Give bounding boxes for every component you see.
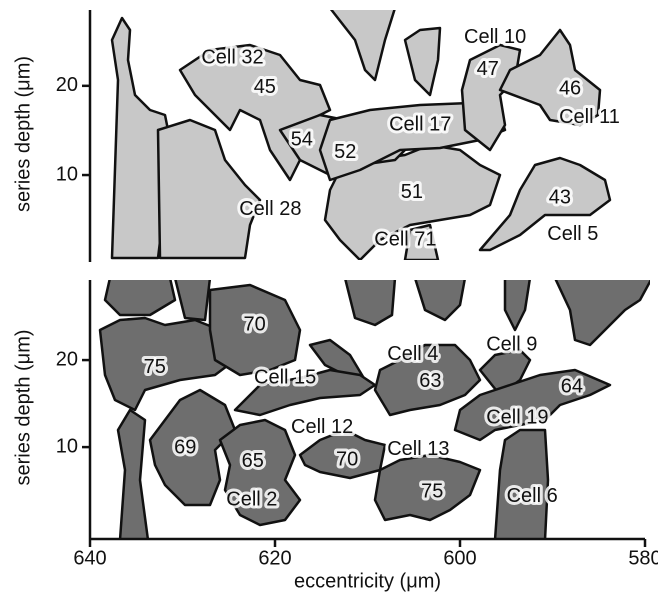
cell-label: 75 <box>144 356 166 378</box>
cell-label: Cell 28 <box>239 198 301 220</box>
y-axis-label: series depth (μm) <box>12 56 34 212</box>
cell-label: 51 <box>401 181 423 203</box>
x-tick-label: 640 <box>73 547 106 569</box>
y-tick-label: 10 <box>56 163 78 185</box>
cell-label: Cell 6 <box>507 485 558 507</box>
cell-label: 47 <box>477 58 499 80</box>
cell-label: Cell 13 <box>387 438 449 460</box>
x-tick-label: 600 <box>443 547 476 569</box>
cell-label: 52 <box>334 141 356 163</box>
cell-label: 45 <box>254 76 276 98</box>
cell-label: 54 <box>291 129 313 151</box>
cell-label: 64 <box>561 375 583 397</box>
cell-label: Cell 71 <box>374 228 436 250</box>
cell-label: Cell 4 <box>387 343 438 365</box>
cell-label: Cell 10 <box>464 26 526 48</box>
cell-label: Cell 12 <box>291 416 353 438</box>
y-tick-label: 20 <box>56 348 78 370</box>
cell-label: Cell 9 <box>486 334 537 356</box>
cell-label: 70 <box>336 448 358 470</box>
cell-label: 75 <box>421 481 443 503</box>
cell-label: 63 <box>419 370 441 392</box>
cell-label: Cell 32 <box>201 46 263 68</box>
y-axis-label: series depth (μm) <box>12 329 34 485</box>
cell-outlines <box>98 280 650 538</box>
cell-label: 43 <box>549 187 571 209</box>
cell-label: Cell 5 <box>547 223 598 245</box>
cell-label: Cell 19 <box>486 407 548 429</box>
x-tick-label: 620 <box>258 547 291 569</box>
cell-label: 69 <box>174 436 196 458</box>
cell-label: 46 <box>559 78 581 100</box>
cell-label: Cell 2 <box>226 488 277 510</box>
cell-outlines <box>110 10 612 260</box>
cell-label: 70 <box>244 314 266 336</box>
y-tick-label: 10 <box>56 435 78 457</box>
y-tick-label: 20 <box>56 74 78 96</box>
cell-label: Cell 15 <box>254 367 316 389</box>
x-tick-label: 580 <box>628 547 658 569</box>
cell-label: Cell 17 <box>389 113 451 135</box>
cell-label: 65 <box>242 450 264 472</box>
x-axis-label: eccentricity (μm) <box>294 570 441 592</box>
cell-label: Cell 11 <box>559 106 620 128</box>
